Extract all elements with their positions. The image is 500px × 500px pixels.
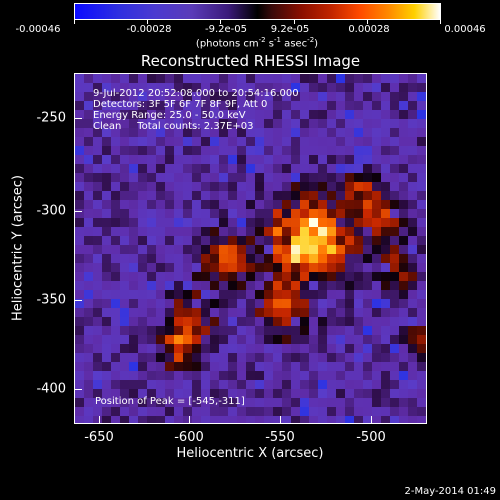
x-tick — [189, 416, 190, 424]
colorbar-tick-label: -0.00028 — [126, 24, 172, 35]
x-tick-label: -550 — [265, 430, 295, 445]
colorbar-tick — [367, 20, 368, 24]
info-clean-counts: Clean Total counts: 2.37E+03 — [93, 121, 254, 132]
y-tick-label: -250 — [36, 110, 66, 126]
colorbar-tick — [74, 20, 75, 24]
image-info: 9-Jul-2012 20:52:08.000 to 20:54:16.000 … — [93, 88, 299, 132]
y-tick — [74, 118, 82, 119]
colorbar-tick-label: -9.2e-05 — [205, 24, 247, 35]
colorbar — [74, 3, 441, 20]
colorbar-tick-label: 0.00028 — [348, 24, 390, 35]
colorbar-unit: (photons cm-2 s-1 asec-2) — [195, 36, 319, 50]
x-tick-label: -500 — [356, 430, 386, 445]
colorbar-tick-label: -0.00046 — [15, 24, 61, 35]
info-detectors: Detectors: 3F 5F 6F 7F 8F 9F, Att 0 — [93, 99, 268, 110]
y-tick-label: -300 — [36, 203, 66, 219]
peak-position: Position of Peak = [-545,-311] — [95, 396, 245, 407]
x-tick — [371, 416, 372, 424]
y-axis-label: Heliocentric Y (arcsec) — [10, 175, 26, 321]
timestamp-footer: 2-May-2014 01:49 — [404, 486, 496, 497]
x-tick — [280, 416, 281, 424]
y-tick — [74, 211, 82, 212]
y-tick-label: -400 — [36, 381, 66, 397]
y-tick-label: -350 — [36, 292, 66, 308]
colorbar-tick — [440, 20, 441, 24]
x-tick-label: -650 — [84, 430, 114, 445]
colorbar-tick — [294, 20, 295, 24]
y-tick — [74, 389, 82, 390]
info-time-range: 9-Jul-2012 20:52:08.000 to 20:54:16.000 — [93, 88, 299, 99]
x-tick-label: -600 — [174, 430, 204, 445]
info-energy-range: Energy Range: 25.0 - 50.0 keV — [93, 110, 246, 121]
x-tick — [99, 416, 100, 424]
colorbar-tick-label: 0.00046 — [444, 24, 486, 35]
colorbar-tick — [147, 20, 148, 24]
y-tick — [74, 300, 82, 301]
x-axis-label: Heliocentric X (arcsec) — [176, 446, 324, 461]
rhessi-image — [74, 73, 427, 424]
colorbar-tick — [220, 20, 221, 24]
plot-title: Reconstructed RHESSI Image — [140, 52, 361, 70]
colorbar-tick-label: 9.2e-05 — [270, 24, 310, 35]
